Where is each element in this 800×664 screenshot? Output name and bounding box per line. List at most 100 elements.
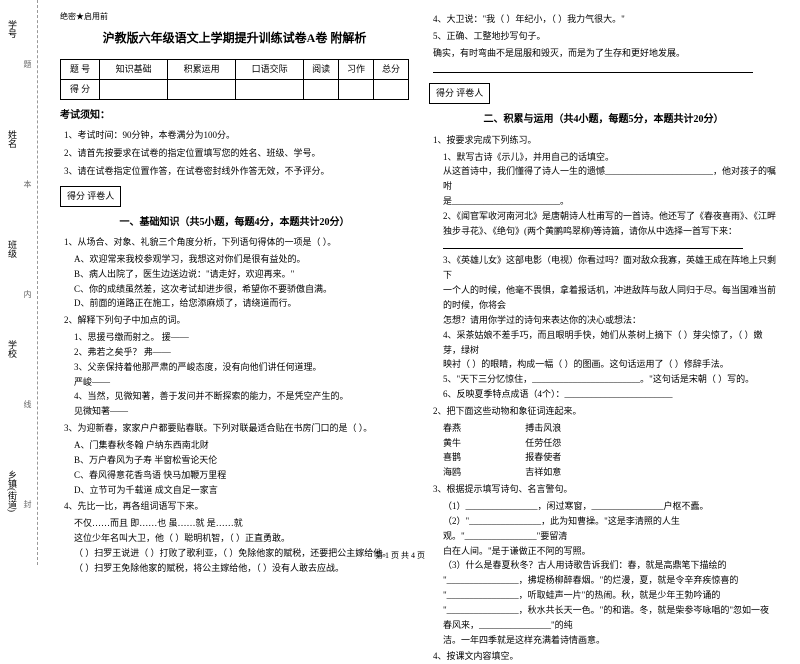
s2-q1-5b: 映衬（ ）的眼睛，构成一幅（ ）的图画。这句话运用了（ ）修辞手法。 [443, 357, 778, 372]
margin-label-xuehao: 学号 [6, 20, 19, 38]
column-right: 4、大卫说："我（ ）年纪小，（ ）我力气很大。" 5、正确、工整地抄写句子。 … [419, 10, 788, 547]
q2-4: 4、当然，见微知著，善于发问并不断探索的能力，不是凭空产生的。 [74, 389, 409, 404]
secrecy-label: 绝密★启用前 [60, 10, 409, 23]
match-r: 报春使者 [525, 452, 561, 462]
q4-r2: 这位少年名叫大卫，他（ ）聪明机智，（ ）正直勇敢。 [74, 531, 409, 546]
s2-q1-3b: 独步寻花》、《绝句》(两个黄鹂鸣翠柳)等诗篇，请你从中选择一首写下来： [443, 224, 778, 239]
th: 习作 [339, 59, 374, 79]
margin-label-banji: 班级 [6, 240, 19, 258]
s2-q1-3a: 2、《闻官军收河南河北》是唐朝诗人杜甫写的一首诗。他还写了《春夜喜雨》、《江畔 [443, 209, 778, 224]
td-blank[interactable] [100, 79, 168, 99]
td-label: 得 分 [61, 79, 100, 99]
exam-title: 沪教版六年级语文上学期提升训练试卷A卷 附解析 [60, 29, 409, 49]
match-l: 春燕 [443, 421, 523, 436]
s2-q3-3c: "________________，听取蛙声一片"的热闹。秋，就是少年王勃吟诵的 [443, 588, 778, 603]
th: 总分 [374, 59, 409, 79]
q1-c: C、你的成绩虽然差，这次考试却进步很，希望你不要骄傲自满。 [74, 282, 409, 297]
s2-q1-7: 6、反映夏季特点成语（4个）：________________________ [443, 387, 778, 402]
q4-stem: 4、先比一比，再各组词语写下来。 [64, 499, 409, 514]
top-l3: 确实，有时弯曲不是屈服和毁灭，而是为了生存和更好地发展。 [433, 46, 778, 61]
match-r: 任劳任怨 [525, 438, 561, 448]
match-row: 海鸥 吉祥如意 [443, 465, 778, 480]
margin-mark: 内 [22, 290, 33, 298]
q2-2: 2、弗若之矣乎？ 弗—— [74, 345, 409, 360]
q2-1: 1、思援弓缴而射之。 援—— [74, 330, 409, 345]
column-left: 绝密★启用前 沪教版六年级语文上学期提升训练试卷A卷 附解析 题 号 知识基础 … [50, 10, 419, 547]
th: 知识基础 [100, 59, 168, 79]
s2-q1-6: 5、"天下三分忆惊住，________________________。"这句话… [443, 372, 778, 387]
q3-c: C、春风得意花香鸟语 快马加鞭万里程 [74, 468, 409, 483]
q1-d: D、前面的道路正在施工，给您添麻烦了，请绕道而行。 [74, 296, 409, 311]
match-row: 黄牛 任劳任怨 [443, 436, 778, 451]
s2-q3-1: （1）________________，闲过寒窗，_______________… [443, 499, 778, 514]
notice-list: 1、考试时间：90分钟，本卷满分为100分。 2、请首先按要求在试卷的指定位置填… [64, 128, 409, 179]
table-row: 题 号 知识基础 积累运用 口语交际 阅读 习作 总分 [61, 59, 409, 79]
q3-b: B、万户春风为子寿 半窗松雪论天伦 [74, 453, 409, 468]
s2-q1-4c: 怎想？请用你学过的诗句来表达你的决心或想法： [443, 313, 778, 328]
section1-title: 一、基础知识（共5小题，每题4分，本题共计20分） [60, 215, 409, 232]
q2-3: 3、父亲保持着他那严肃的严峻态度，没有向他们讲任何道理。 [74, 360, 409, 375]
s2-q1-3c[interactable] [443, 239, 778, 254]
q3-stem: 3、为迎新春，家家户户都要贴春联。下列对联最适合贴在书房门口的是（ ）。 [64, 421, 409, 436]
s2-q1-2b: 是________________________。 [443, 194, 778, 209]
q4-r4: （ ）扫罗王免除他家的赋税，将公主嫁给他，（ ）没有人敢去应战。 [74, 561, 409, 576]
td-blank[interactable] [339, 79, 374, 99]
margin-label-xingming: 姓名 [6, 130, 19, 148]
margin-mark: 线 [22, 400, 33, 408]
s2-q1-2a: 从这首诗中，我们懂得了诗人一生的遗憾______________________… [443, 164, 778, 194]
q1-b: B、病人出院了，医生边送边说："请走好，欢迎再来。" [74, 267, 409, 282]
s2-q1-4a: 3、《英雄儿女》这部电影（电视）你看过吗？面对敌众我寡，英雄王成在阵地上只剩下 [443, 253, 778, 283]
s2-q3-3d: "________________，秋水共长天一色。"的和谐。冬，就是柴参岑咏唱… [443, 603, 778, 633]
q4-r1: 不仅……而且 即……也 虽……就 是……就 [74, 516, 409, 531]
page-footer: 第 1 页 共 4 页 [0, 550, 800, 561]
notice-item: 3、请在试卷指定位置作答，在试卷密封线外作答无效，不予评分。 [64, 164, 409, 179]
match-l: 黄牛 [443, 436, 523, 451]
q1-stem: 1、从场合、对象、礼貌三个角度分析，下列语句得体的一项是（ ）。 [64, 235, 409, 250]
q3-d: D、立节可为千载道 成文自足一家言 [74, 483, 409, 498]
th: 积累运用 [168, 59, 236, 79]
th-num: 题 号 [61, 59, 100, 79]
match-row: 春燕 搏击风浪 [443, 421, 778, 436]
s2-q1-4b: 一个人的时候，他毫不畏惧，拿着报话机，冲进敌阵与敌人同归于尽。每当国难当前的时候… [443, 283, 778, 313]
s2-q3: 3、根据提示填写诗句、名言警句。 [433, 482, 778, 497]
top-l2: 5、正确、工整地抄写句子。 [433, 29, 778, 44]
margin-mark: 封 [22, 500, 33, 508]
margin-mark: 题 [22, 60, 33, 68]
td-blank[interactable] [374, 79, 409, 99]
s2-q3-3b: "________________，拂堤杨柳醉春烟。"的烂漫，夏，就是令辛弃疾惊… [443, 573, 778, 588]
s2-q1-5: 4、采茶姑娘不差手巧，而且眼明手快，她们从茶树上摘下（ ）芽尖惊了，（ ）嫩芽，… [443, 328, 778, 358]
match-r: 搏击风浪 [525, 423, 561, 433]
notice-item: 1、考试时间：90分钟，本卷满分为100分。 [64, 128, 409, 143]
table-row: 得 分 [61, 79, 409, 99]
match-l: 喜鹊 [443, 450, 523, 465]
section2-title: 二、积累与运用（共4小题，每题5分，本题共计20分） [429, 112, 778, 129]
match-row: 喜鹊 报春使者 [443, 450, 778, 465]
notice-item: 2、请首先按要求在试卷的指定位置填写您的姓名、班级、学号。 [64, 146, 409, 161]
q1-a: A、欢迎常来我校参观学习，我想这对你们是很有益处的。 [74, 252, 409, 267]
td-blank[interactable] [304, 79, 339, 99]
th: 阅读 [304, 59, 339, 79]
content-columns: 绝密★启用前 沪教版六年级语文上学期提升训练试卷A卷 附解析 题 号 知识基础 … [38, 0, 800, 565]
binding-margin: 学号 姓名 班级 学校 乡镇(街道) 题 本 内 线 封 [0, 0, 38, 565]
margin-mark: 本 [22, 180, 33, 188]
score-box: 得分 评卷人 [60, 186, 121, 207]
top-blank-line[interactable] [433, 63, 778, 78]
s2-q2: 2、把下面这些动物和象征词连起来。 [433, 404, 778, 419]
top-l1: 4、大卫说："我（ ）年纪小，（ ）我力气很大。" [433, 12, 778, 27]
margin-label-xiangzhen: 乡镇(街道) [6, 470, 19, 512]
margin-label-xuexiao: 学校 [6, 340, 19, 358]
s2-q1: 1、按要求完成下列练习。 [433, 133, 778, 148]
match-l: 海鸥 [443, 465, 523, 480]
q2-3b: 严峻—— [74, 375, 409, 390]
s2-q4: 4、按课文内容填空。 [433, 649, 778, 664]
s2-q1-1: 1、默写古诗《示儿》，并用自己的话填空。 [443, 150, 778, 165]
td-blank[interactable] [236, 79, 304, 99]
q3-a: A、门集春秋冬翰 户纳东西南北财 [74, 438, 409, 453]
s2-q3-2a: （2）"________________，此为知曹操。"这是李清照的人生观。"_… [443, 514, 778, 544]
score-box-2: 得分 评卷人 [429, 83, 490, 104]
score-table: 题 号 知识基础 积累运用 口语交际 阅读 习作 总分 得 分 [60, 59, 409, 100]
td-blank[interactable] [168, 79, 236, 99]
match-r: 吉祥如意 [525, 467, 561, 477]
q2-4b: 见微知著—— [74, 404, 409, 419]
q2-stem: 2、解释下列句子中加点的词。 [64, 313, 409, 328]
